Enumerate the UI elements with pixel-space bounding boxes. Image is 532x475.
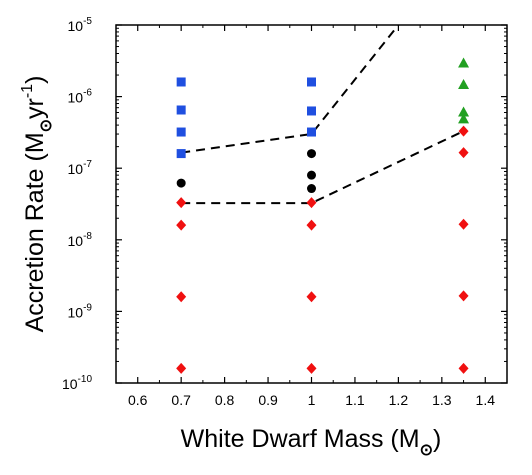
x-axis-title: White Dwarf Mass (M⊙) (181, 425, 442, 459)
square-marker (307, 77, 316, 87)
square-marker (176, 77, 186, 87)
x-tick-label: 1 (308, 392, 316, 408)
x-tick-label: 0.6 (128, 392, 148, 408)
diamond-marker (176, 197, 187, 209)
diamond-marker (306, 291, 317, 303)
square-marker (176, 149, 186, 159)
triangle-marker (458, 57, 470, 68)
x-tick-label: 0.7 (171, 392, 191, 408)
diamond-marker (306, 197, 317, 209)
diamond-marker (176, 291, 187, 303)
y-tick-label: 10-5 (68, 16, 93, 34)
diamond-marker (458, 290, 469, 302)
diamond-marker (458, 147, 469, 159)
circle-marker (176, 178, 186, 188)
diamond-marker (306, 362, 317, 374)
diamond-marker (458, 218, 469, 230)
x-tick-label: 0.8 (215, 392, 235, 408)
circle-marker (307, 149, 316, 159)
y-axis-title: Accretion Rate (M⊙yr-1) (19, 76, 55, 333)
triangle-marker (458, 113, 470, 124)
x-tick-label: 1.4 (476, 392, 496, 408)
circle-marker (307, 170, 316, 180)
diamond-marker (176, 362, 187, 374)
x-tick-label: 0.9 (258, 392, 278, 408)
square-marker (307, 127, 316, 137)
x-tick-label: 1.2 (389, 392, 409, 408)
diamond-marker (306, 219, 317, 231)
diamond-marker (458, 125, 469, 137)
tick-labels: 0.6 0.7 0.8 0.9 1 1.1 1.2 1.3 1.4 10-10 10-9 10-8 10… (62, 16, 495, 408)
boundary-line-2 (181, 130, 465, 205)
diamond-marker (176, 219, 187, 231)
x-tick-label: 1.3 (432, 392, 452, 408)
triangle-marker (458, 79, 470, 90)
boundary-line-1 (181, 25, 400, 154)
circle-marker (307, 184, 316, 194)
y-tick-label: 10-6 (68, 88, 93, 106)
y-tick-label: 10-10 (62, 374, 92, 392)
y-tick-label: 10-8 (68, 231, 93, 249)
square-marker (307, 106, 316, 116)
diamond-marker (458, 362, 469, 374)
y-tick-label: 10-7 (68, 159, 93, 177)
x-tick-label: 1.1 (345, 392, 365, 408)
data-points (176, 57, 470, 374)
square-marker (176, 127, 186, 137)
triangle-marker (458, 106, 470, 117)
axis-ticks (116, 24, 507, 384)
boundary-lines (181, 25, 465, 205)
y-tick-label: 10-9 (68, 302, 93, 320)
square-marker (176, 105, 186, 115)
